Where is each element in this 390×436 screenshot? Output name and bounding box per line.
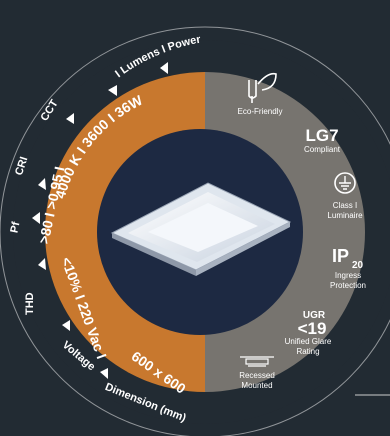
class1-label-2: Luminaire bbox=[327, 211, 363, 220]
recessed-mount-icon bbox=[240, 356, 274, 367]
lg7-label: Compliant bbox=[304, 145, 341, 154]
cri-label: CRI bbox=[13, 155, 30, 177]
ugr-label-1: Unified Glare bbox=[285, 337, 332, 346]
outer-ring-line bbox=[0, 26, 390, 436]
ceiling-lamp-image bbox=[110, 182, 292, 276]
ugr-top: UGR bbox=[303, 310, 326, 321]
recessed-label-2: Mounted bbox=[241, 381, 272, 390]
eco-label: Eco-Friendly bbox=[238, 107, 283, 116]
recessed-label-1: Recessed bbox=[239, 371, 275, 380]
earth-ground-icon bbox=[334, 172, 356, 194]
class1-label-1: Class I bbox=[333, 201, 357, 210]
plug-leaf-icon bbox=[248, 72, 277, 103]
pf-label: Pf bbox=[8, 220, 22, 234]
lg7-title: LG7 bbox=[305, 126, 338, 145]
ip-sub: 20 bbox=[352, 260, 364, 271]
ugr-value: <19 bbox=[298, 319, 327, 338]
ugr-label-2: Rating bbox=[296, 347, 319, 356]
ip-label-1: Ingress bbox=[335, 271, 361, 280]
ip-title: IP bbox=[332, 246, 349, 266]
ring-markers bbox=[32, 62, 168, 379]
thd-label: THD bbox=[24, 292, 36, 315]
ip-label-2: Protection bbox=[330, 281, 366, 290]
